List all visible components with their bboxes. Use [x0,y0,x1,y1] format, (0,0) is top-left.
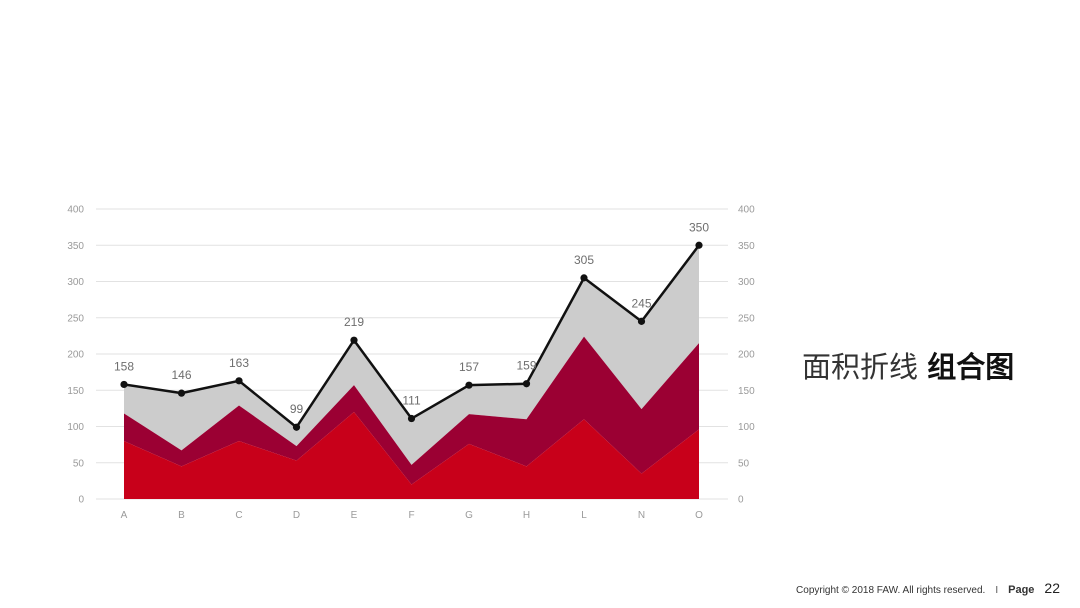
y-axis-left-ticks: 0 50 100 150 200 250 300 350 400 [67,205,84,506]
y2-tick-label-350: 350 [738,241,755,252]
footer-separator: I [995,585,999,596]
line-point-F [407,414,416,423]
line-point-D [292,423,301,431]
x-tick-label-A: A [121,510,128,521]
y-tick-label-300: 300 [67,277,84,288]
y2-tick-label-200: 200 [738,350,755,361]
footer-page-number: 22 [1044,580,1060,596]
y2-tick-label-400: 400 [738,205,755,216]
line-point-H [522,380,531,388]
y2-tick-label-250: 250 [738,313,755,324]
x-tick-label-L: L [581,510,587,521]
line-point-C [235,377,243,385]
slide-title: 面积折线 组合图 [802,344,1014,386]
line-point-E [350,336,358,344]
footer: Copyright © 2018 FAW. All rights reserve… [796,580,1060,596]
data-label-H: 159 [516,359,536,373]
data-label-L: 305 [574,253,594,267]
data-label-N: 245 [631,296,651,310]
y-tick-label-350: 350 [67,241,84,252]
x-tick-label-F: F [408,510,414,521]
y2-tick-label-300: 300 [738,277,755,288]
y2-tick-label-150: 150 [738,386,755,397]
y2-tick-label-100: 100 [738,422,755,433]
line-point-G [465,381,473,389]
stacked-areas [124,245,699,499]
y-tick-label-50: 50 [73,458,85,469]
y-tick-label-400: 400 [67,205,84,216]
footer-page-label: Page [1008,584,1035,596]
area-series-1 [124,412,699,499]
line-markers [120,241,703,431]
data-label-F: 111 [402,394,421,408]
x-tick-label-C: C [235,510,242,521]
slide-title-light: 面积折线 [802,350,919,384]
line-point-B [177,389,186,397]
y-tick-label-200: 200 [67,350,84,361]
x-tick-label-E: E [351,510,358,521]
y2-tick-label-0: 0 [738,495,744,506]
data-label-C: 163 [229,356,249,370]
data-label-O: 350 [689,220,709,234]
x-tick-label-N: N [638,510,645,521]
line-point-A [120,380,128,389]
x-tick-label-O: O [695,510,703,521]
line-point-O [695,241,703,249]
area-series-3 [124,245,699,465]
footer-copyright: Copyright © 2018 FAW. All rights reserve… [796,585,986,596]
data-label-B: 146 [171,368,191,382]
data-label-D: 99 [290,402,304,416]
data-labels: 158 146 163 99 219 111 157 159 305 245 350 [114,220,709,416]
data-label-G: 157 [459,360,479,374]
y-tick-label-100: 100 [67,422,84,433]
y-tick-label-0: 0 [78,495,84,506]
data-label-E: 219 [344,315,364,329]
y-tick-label-250: 250 [67,313,84,324]
x-tick-label-H: H [523,510,530,521]
area-series-2 [124,336,699,485]
y2-tick-label-50: 50 [738,458,750,469]
x-tick-label-G: G [465,510,473,521]
x-tick-label-D: D [293,510,300,521]
data-label-A: 158 [114,359,134,373]
y-tick-label-150: 150 [67,386,84,397]
slide-title-bold: 组合图 [927,350,1015,384]
y-axis-right-ticks: 0 50 100 150 200 250 300 350 400 [738,205,755,506]
line-point-L [580,274,588,282]
x-tick-label-B: B [178,510,185,521]
line-point-N [637,317,646,325]
